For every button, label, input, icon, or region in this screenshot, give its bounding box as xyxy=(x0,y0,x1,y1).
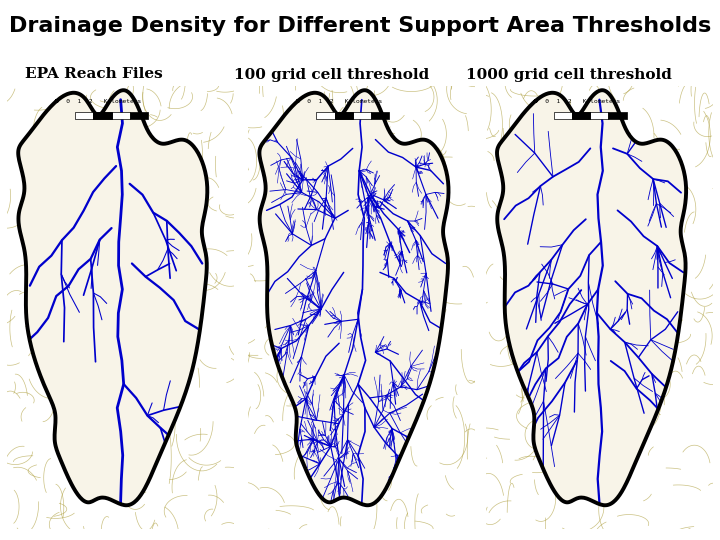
Text: EPA Reach Files: EPA Reach Files xyxy=(24,68,163,82)
Text: 1  0  1  2   Kilometers: 1 0 1 2 Kilometers xyxy=(296,99,382,104)
Polygon shape xyxy=(259,90,449,505)
Text: 1  0  1  2   Kilometers: 1 0 1 2 Kilometers xyxy=(534,99,620,104)
Text: 1  0  1  2   Kilometers: 1 0 1 2 Kilometers xyxy=(55,99,141,104)
Text: 100 grid cell threshold: 100 grid cell threshold xyxy=(233,68,429,82)
Text: Drainage Density for Different Support Area Thresholds: Drainage Density for Different Support A… xyxy=(9,16,711,36)
Polygon shape xyxy=(18,90,207,505)
Text: 1000 grid cell threshold: 1000 grid cell threshold xyxy=(466,68,672,82)
Polygon shape xyxy=(497,90,686,505)
